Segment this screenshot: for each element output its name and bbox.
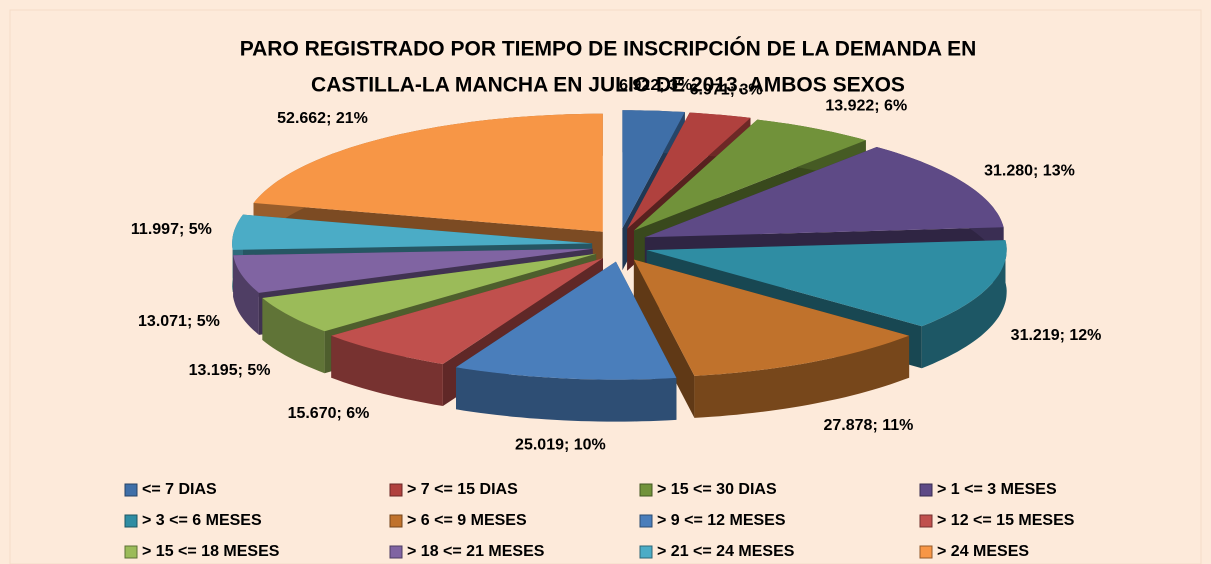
slice-side <box>262 298 325 374</box>
legend-label: > 3 <= 6 MESES <box>142 512 262 529</box>
slice-side <box>233 255 259 335</box>
legend-swatch <box>919 483 933 497</box>
slice <box>633 259 910 418</box>
slice-top <box>232 214 593 250</box>
legend-swatch <box>389 483 403 497</box>
data-label: 31.280; 13% <box>984 163 1075 180</box>
data-label: 13.195; 5% <box>189 362 271 379</box>
slice-top <box>331 258 603 364</box>
legend-swatch <box>919 514 933 528</box>
legend-swatch <box>919 545 933 559</box>
data-label: 11.997; 5% <box>131 221 212 238</box>
slice-top <box>253 113 603 232</box>
legend-swatch <box>124 545 138 559</box>
slice-top <box>456 261 677 380</box>
legend-label: > 15 <= 30 DIAS <box>657 481 777 498</box>
slice-top <box>646 240 1007 327</box>
data-label: 6.922; 3% <box>619 77 692 94</box>
slice-top <box>634 119 866 231</box>
slice-top <box>633 259 910 376</box>
data-label: 25.019; 10% <box>515 437 606 454</box>
legend-label: > 21 <= 24 MESES <box>657 543 795 560</box>
legend-swatch <box>389 514 403 528</box>
slice-side <box>921 240 1007 369</box>
legend-label: > 15 <= 18 MESES <box>142 543 280 560</box>
data-label: 31.219; 12% <box>1011 327 1102 344</box>
legend-swatch <box>124 483 138 497</box>
slice-wall <box>633 259 695 418</box>
chart-title: CASTILLA-LA MANCHA EN JULIO DE 2013. AMB… <box>311 74 905 97</box>
legend-label: > 9 <= 12 MESES <box>657 512 786 529</box>
legend-label: > 18 <= 21 MESES <box>407 543 545 560</box>
data-label: 13.071; 5% <box>138 313 220 330</box>
legend-label: <= 7 DIAS <box>142 481 217 498</box>
data-label: 6.971; 3% <box>690 82 763 99</box>
legend-label: > 12 <= 15 MESES <box>937 512 1075 529</box>
slice-side <box>331 335 443 406</box>
slice-side <box>694 335 910 418</box>
legend-swatch <box>639 545 653 559</box>
legend-swatch <box>639 514 653 528</box>
slice-side <box>456 367 677 422</box>
legend-label: > 1 <= 3 MESES <box>937 481 1057 498</box>
legend-label: > 24 MESES <box>937 543 1029 560</box>
legend-swatch <box>124 514 138 528</box>
slice-top <box>262 253 597 332</box>
data-label: 15.670; 6% <box>288 405 370 422</box>
data-label: 27.878; 11% <box>824 417 914 434</box>
chart-title: PARO REGISTRADO POR TIEMPO DE INSCRIPCIÓ… <box>240 37 977 61</box>
slice-top <box>644 147 1004 238</box>
slice-top <box>233 248 593 293</box>
slice-top <box>622 110 685 229</box>
legend-swatch <box>389 545 403 559</box>
data-label: 52.662; 21% <box>277 110 368 127</box>
legend-label: > 6 <= 9 MESES <box>407 512 527 529</box>
legend-swatch <box>639 483 653 497</box>
slice-top <box>627 112 751 229</box>
slice <box>456 261 677 422</box>
data-label: 13.922; 6% <box>825 98 907 115</box>
legend-label: > 7 <= 15 DIAS <box>407 481 518 498</box>
